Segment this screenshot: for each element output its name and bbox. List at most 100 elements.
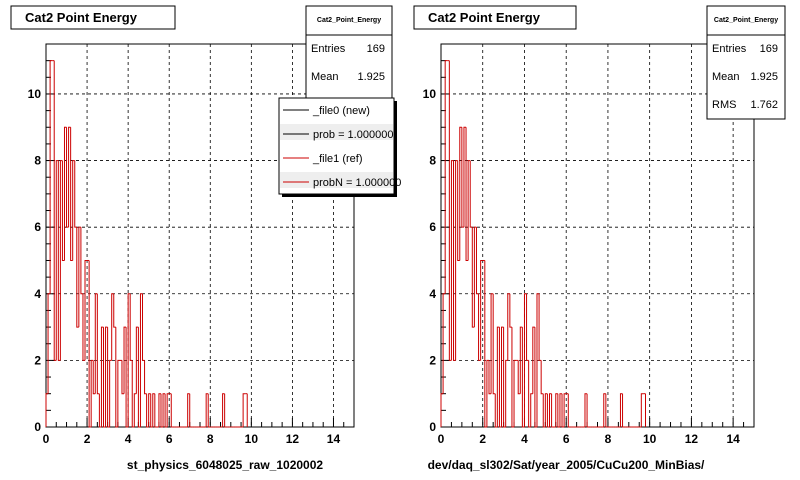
stats-label: RMS [712,99,736,111]
histogram-bin [484,260,487,428]
histogram-bin [490,293,494,394]
histogram-bin [242,393,246,427]
right-histogram-panel: 0 2 4 6 8 10 12 14 0 2 4 6 8 10 Cat2 Point Energy dev/d… [413,5,786,472]
histogram-bin [488,360,492,395]
histogram-bin [453,160,456,361]
histogram-bin [494,393,498,428]
stats-value: 169 [367,43,385,55]
histogram-bin [501,326,504,427]
y-tick-label: 4 [34,287,41,301]
histogram-bin [605,393,608,428]
histogram-bin [131,360,135,428]
histogram-bin [457,160,460,261]
x-tick-label: 0 [43,432,50,446]
histogram-bin [96,293,100,395]
histogram-bin [440,393,444,427]
histogram-bin [59,160,63,361]
histogram-bin [207,393,211,428]
histogram-bin [189,393,192,428]
histogram-bin [505,359,508,427]
histogram-bin [622,393,625,428]
y-tick-label: 2 [429,353,436,367]
x-tick-label: 12 [286,432,300,446]
histogram-bin [187,393,190,427]
histogram-bin [486,359,489,427]
histogram-bin [55,160,59,361]
histogram-bin [469,160,473,228]
histogram-bin [557,393,560,428]
histogram-bin [530,393,533,427]
x-axis-label: st_physics_6048025_raw_1020002 [127,458,323,472]
histogram-bin [98,393,102,428]
histogram-bin [467,160,471,261]
legend-row-bg [280,172,393,188]
histogram-bin [121,360,125,395]
stats-value: 1.762 [750,99,778,111]
histogram-bin [523,293,527,427]
histogram-bin [88,260,92,428]
histogram-bin [84,259,88,361]
histogram-bin [480,259,483,361]
histogram-bin [542,393,546,428]
histogram-bin [549,393,552,427]
histogram-bin [102,327,106,428]
histogram-bin [76,227,79,328]
stats-value: 1.925 [750,71,778,83]
histogram-bin [107,327,110,428]
y-tick-label: 4 [429,287,436,301]
legend-label: _file0 (new) [312,105,370,117]
histogram-bin [63,126,67,261]
histogram-bin [517,360,521,395]
histogram-bin [125,327,129,428]
histogram-bin [154,393,157,428]
histogram-bin [70,127,73,261]
histogram-bin [563,393,567,427]
chart-title: Cat2 Point Energy [428,10,541,25]
histogram-bin [123,326,127,394]
histogram-bin [66,127,69,228]
histogram-bin [117,359,120,427]
histogram-bin [540,360,544,395]
x-axis-label: dev/daq_sl302/Sat/year_2005/CuCu200_MinB… [428,458,705,472]
histogram-bin [72,160,75,261]
histogram-bin [158,393,161,427]
histogram-bin [555,393,558,427]
histogram-bin [90,359,94,427]
histogram-bin [492,293,496,395]
x-tick-label: 4 [521,432,528,446]
histogram-bin [442,293,446,394]
histogram-bin [567,393,571,428]
histogram-bin [509,293,512,328]
histogram-bin [127,293,131,427]
histogram-bin [461,127,464,228]
histogram-bin [584,393,588,427]
histogram-bin [459,126,462,261]
stats-label: Mean [311,71,339,83]
histogram-bin [78,226,81,328]
histogram-bin [478,293,481,361]
histogram-bin [137,327,141,428]
histogram-bin [640,393,644,427]
legend-label: prob = 1.000000 [313,129,393,141]
histogram-bin [170,393,174,428]
histogram-bin [148,393,151,427]
x-tick-label: 10 [245,432,259,446]
x-tick-label: 6 [563,432,570,446]
stats-name: Cat2_Point_Energy [317,17,381,24]
histogram-bin [521,327,525,428]
x-tick-label: 6 [166,432,173,446]
histogram-bin [57,160,61,361]
y-tick-label: 8 [34,154,41,168]
histogram-bin [94,293,98,394]
histogram-bin [111,293,114,361]
x-tick-label: 8 [207,432,214,446]
legend-row-bg [280,124,393,140]
x-tick-label: 12 [685,432,699,446]
histogram-bin [463,126,467,228]
histogram-bin [444,60,448,294]
histogram-bin [166,393,170,427]
histogram-bin [536,293,540,427]
histogram-bin [45,393,49,427]
left-histogram-panel: 0 2 4 6 8 10 12 14 0 2 4 6 8 10 Cat2 Point Energy st_ph… [10,5,401,472]
